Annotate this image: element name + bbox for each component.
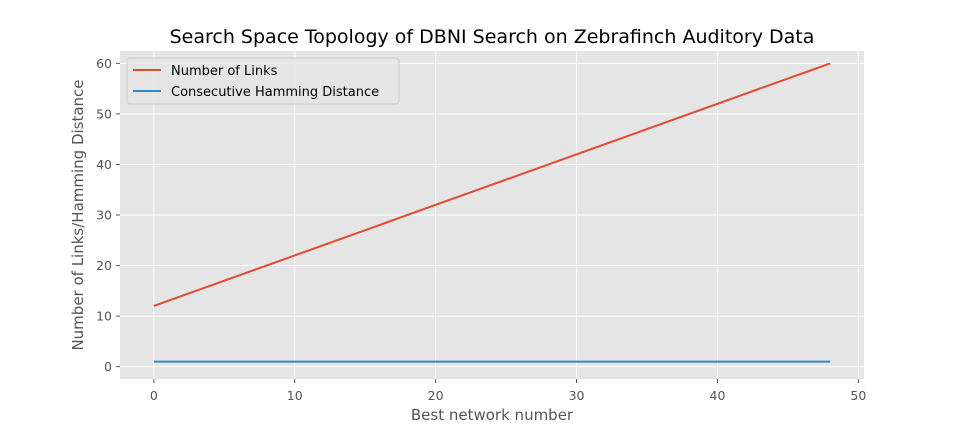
x-tick-label: 30: [569, 388, 585, 403]
y-tick-label: 0: [104, 359, 112, 374]
chart-title: Search Space Topology of DBNI Search on …: [170, 26, 815, 48]
y-tick-label: 10: [96, 309, 112, 324]
x-tick-label: 40: [710, 388, 726, 403]
series-line-number-of-links: [153, 62, 831, 307]
x-axis-label: Best network number: [411, 406, 574, 424]
legend-box: [126, 57, 400, 105]
y-tick-label: 40: [96, 157, 112, 172]
x-tick-label: 0: [150, 388, 158, 403]
x-tick-label: 50: [850, 388, 866, 403]
legend: Number of Links Consecutive Hamming Dist…: [126, 57, 400, 105]
legend-label-consecutive-hamming-distance: Consecutive Hamming Distance: [171, 85, 379, 100]
x-tick-label: 10: [287, 388, 303, 403]
y-axis-ticks: 0 10 20 30 40 50 60: [96, 56, 120, 374]
y-axis-label: Number of Links/Hamming Distance: [69, 79, 87, 350]
y-tick-label: 50: [96, 106, 112, 121]
y-tick-label: 60: [96, 56, 112, 71]
y-tick-label: 20: [96, 258, 112, 273]
y-tick-label: 30: [96, 208, 112, 223]
series-lines: [153, 62, 831, 363]
legend-label-number-of-links: Number of Links: [171, 64, 278, 79]
x-tick-label: 20: [428, 388, 444, 403]
x-axis-ticks: 0 10 20 30 40 50: [150, 379, 866, 403]
